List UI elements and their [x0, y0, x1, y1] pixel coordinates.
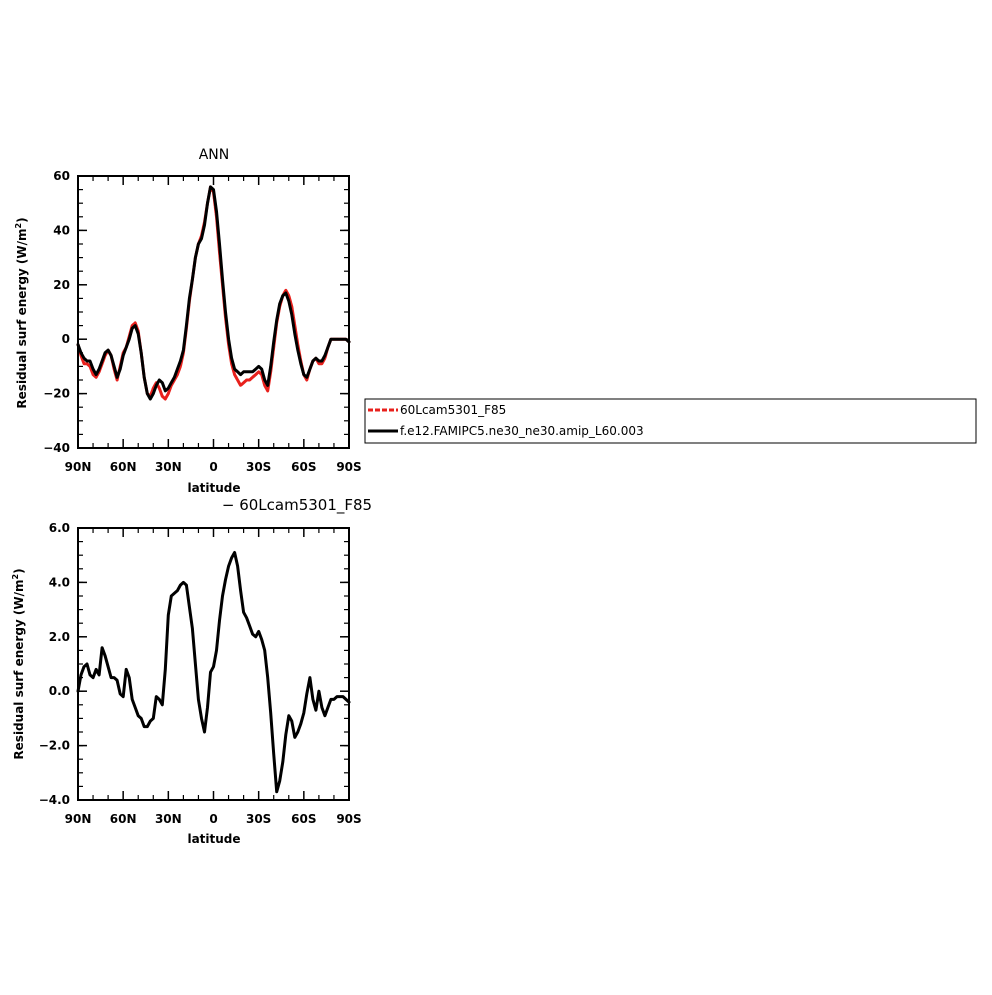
legend: 60Lcam5301_F85 f.e12.FAMIPC5.ne30_ne30.a… — [364, 398, 977, 444]
panel-bottom-xtick-label: 90S — [336, 812, 361, 826]
panel-top: ANN latitude Residual surf energy (W/m2)… — [14, 147, 362, 495]
legend-box — [364, 398, 977, 444]
panel-bottom-ytick-label: −2.0 — [39, 739, 70, 753]
legend-label-2: f.e12.FAMIPC5.ne30_ne30.amip_L60.003 — [400, 424, 644, 438]
panel-top-xtick-label: 30N — [155, 460, 182, 474]
panel-bottom: − 60Lcam5301_F85 latitude Residual surf … — [11, 496, 372, 846]
panel-top-ylabel: Residual surf energy (W/m2) — [14, 217, 29, 408]
panel-bottom-ylabel: Residual surf energy (W/m2) — [11, 568, 26, 759]
panel-top-ytick-label: 60 — [53, 169, 70, 183]
panel-top-xtick-label: 0 — [209, 460, 217, 474]
panel-bottom-title: − 60Lcam5301_F85 — [222, 496, 372, 515]
panel-top-xtick-label: 90S — [336, 460, 361, 474]
panel-bottom-frame — [77, 527, 350, 801]
panel-top-xtick-label: 30S — [246, 460, 271, 474]
panel-bottom-xtick-label: 90N — [65, 812, 92, 826]
panel-top-ytick-label: −20 — [43, 387, 70, 401]
panel-bottom-series-line-1 — [76, 551, 351, 794]
panel-bottom-ytick-label: −4.0 — [39, 793, 70, 807]
panel-bottom-xtick-label: 60N — [110, 812, 137, 826]
legend-label-1: 60Lcam5301_F85 — [400, 403, 506, 417]
panel-top-series-line-1 — [76, 185, 351, 401]
panel-bottom-xtick-label: 30S — [246, 812, 271, 826]
panel-top-title: ANN — [199, 147, 230, 163]
panel-top-ytick-label: 0 — [62, 332, 70, 346]
panel-bottom-ytick-label: 2.0 — [49, 630, 70, 644]
panel-bottom-xtick-label: 60S — [291, 812, 316, 826]
panel-bottom-axes: 90N 60N 30N 0 30S 60S 90S −4.0 −2.0 0.0 2.0 4.0 6.0 — [39, 521, 362, 826]
panel-top-ytick-label: 20 — [53, 278, 70, 292]
panel-top-xtick-label: 60N — [110, 460, 137, 474]
panel-top-xtick-label: 60S — [291, 460, 316, 474]
panel-top-ytick-label: −40 — [43, 441, 70, 455]
panel-bottom-xtick-label: 30N — [155, 812, 182, 826]
panel-bottom-series — [76, 551, 351, 794]
panel-top-frame — [77, 175, 350, 449]
panel-top-axes: 90N 60N 30N 0 30S 60S 90S −40 −20 0 20 40 60 — [43, 169, 361, 474]
panel-top-series — [76, 185, 351, 401]
panel-bottom-xtick-label: 0 — [209, 812, 217, 826]
panel-top-ytick-label: 40 — [53, 223, 70, 237]
panel-bottom-ytick-label: 0.0 — [49, 684, 70, 698]
panel-bottom-ytick-label: 6.0 — [49, 521, 70, 535]
panel-top-xtick-label: 90N — [65, 460, 92, 474]
panel-bottom-ytick-label: 4.0 — [49, 575, 70, 589]
panel-top-series-line-2 — [76, 185, 351, 401]
panel-bottom-xlabel: latitude — [187, 832, 240, 846]
panel-top-xlabel: latitude — [187, 481, 240, 495]
